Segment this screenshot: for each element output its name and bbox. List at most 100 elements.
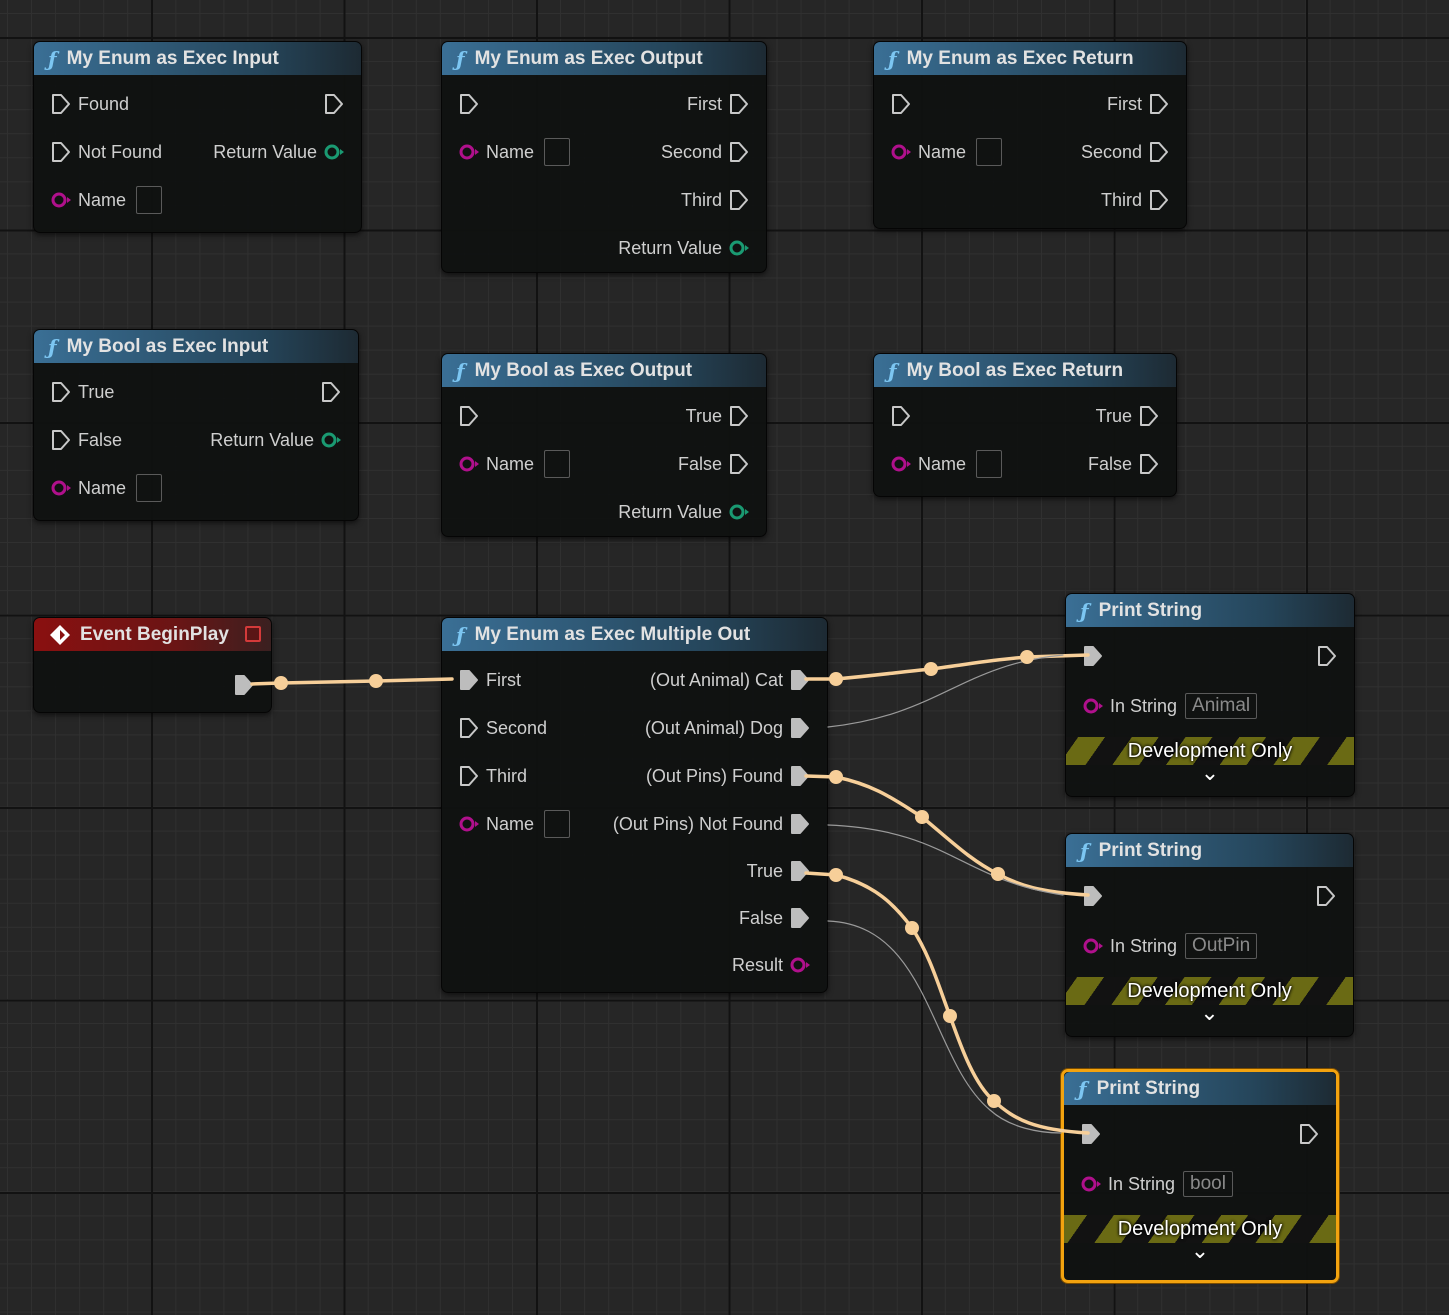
- expand-chevron-icon[interactable]: ⌄: [1190, 1238, 1210, 1263]
- wire-dog-to-print1[interactable]: [827, 654, 1064, 728]
- name-input-box[interactable]: [976, 138, 1003, 166]
- wire-knot[interactable]: [274, 676, 288, 690]
- node-print-string[interactable]: ƒ Print String In String OutPin Development …: [1065, 833, 1354, 1037]
- exec-in-pin-icon[interactable]: [50, 381, 72, 403]
- wire-beginplay-to-first[interactable]: [250, 677, 454, 686]
- exec-in-pin-icon[interactable]: [50, 93, 72, 115]
- node-my-enum-as-exec-input[interactable]: ƒ My Enum as Exec Input Found Not Found Retu…: [33, 41, 362, 233]
- exec-out-pin-icon[interactable]: [1315, 885, 1337, 907]
- node-header[interactable]: ƒ Print String: [1066, 594, 1354, 627]
- wire-knot[interactable]: [943, 1009, 957, 1023]
- name-input-box[interactable]: [976, 450, 1003, 478]
- string-pin-icon[interactable]: [458, 813, 480, 835]
- expand-chevron-icon[interactable]: ⌄: [1200, 1000, 1219, 1025]
- node-header[interactable]: ƒ Print String: [1066, 834, 1353, 867]
- wire-knot[interactable]: [829, 770, 843, 784]
- delegate-pin-icon[interactable]: [245, 626, 261, 642]
- string-pin-icon[interactable]: [458, 453, 480, 475]
- node-my-bool-as-exec-output[interactable]: ƒ My Bool as Exec Output True Name False Retu…: [441, 353, 767, 537]
- exec-out-pin-icon[interactable]: [728, 141, 750, 163]
- name-input-box[interactable]: [544, 810, 571, 838]
- wire-cat-to-print1[interactable]: [804, 653, 1090, 681]
- exec-out-pin-icon[interactable]: [1148, 93, 1170, 115]
- exec-filled-pin-icon[interactable]: [789, 765, 811, 787]
- exec-out-pin-icon[interactable]: [728, 405, 750, 427]
- exec-out-pin-icon[interactable]: [1316, 645, 1338, 667]
- exec-filled-pin-icon[interactable]: [789, 813, 811, 835]
- exec-out-pin-icon[interactable]: [320, 381, 342, 403]
- name-input-box[interactable]: [544, 450, 571, 478]
- wire-knot[interactable]: [991, 867, 1005, 881]
- in-string-input[interactable]: OutPin: [1185, 933, 1258, 959]
- exec-in-pin-icon[interactable]: [890, 93, 912, 115]
- string-pin-icon[interactable]: [458, 141, 480, 163]
- node-print-string[interactable]: ƒ Print String In String bool Development On…: [1061, 1069, 1339, 1283]
- node-header[interactable]: ƒ My Bool as Exec Output: [442, 354, 766, 387]
- exec-filled-pin-icon[interactable]: [1082, 645, 1104, 667]
- wire-notfound-to-print2[interactable]: [827, 824, 1064, 896]
- exec-in-pin-icon[interactable]: [458, 717, 480, 739]
- exec-filled-pin-icon[interactable]: [789, 860, 811, 882]
- exec-out-pin-icon[interactable]: [1148, 189, 1170, 211]
- wire-knot[interactable]: [915, 810, 929, 824]
- node-header[interactable]: ƒ My Enum as Exec Input: [34, 42, 361, 75]
- in-string-input[interactable]: bool: [1183, 1171, 1233, 1197]
- exec-in-pin-icon[interactable]: [890, 405, 912, 427]
- exec-in-pin-icon[interactable]: [50, 141, 72, 163]
- exec-out-pin-icon[interactable]: [1138, 453, 1160, 475]
- node-header[interactable]: ƒ My Bool as Exec Input: [34, 330, 358, 363]
- name-input-box[interactable]: [136, 474, 163, 502]
- node-event-beginplay[interactable]: Event BeginPlay: [33, 617, 272, 713]
- exec-filled-pin-icon[interactable]: [789, 907, 811, 929]
- wire-knot[interactable]: [905, 921, 919, 935]
- string-pin-icon[interactable]: [1080, 1173, 1102, 1195]
- wire-knot[interactable]: [829, 672, 843, 686]
- exec-in-pin-icon[interactable]: [458, 765, 480, 787]
- wire-knot[interactable]: [1020, 650, 1034, 664]
- exec-filled-pin-icon[interactable]: [789, 717, 811, 739]
- string-pin-icon[interactable]: [50, 477, 72, 499]
- node-header[interactable]: ƒ Print String: [1064, 1072, 1336, 1105]
- exec-filled-pin-icon[interactable]: [1082, 885, 1104, 907]
- exec-out-pin-icon[interactable]: [1138, 405, 1160, 427]
- node-my-enum-as-exec-return[interactable]: ƒ My Enum as Exec Return First Name Second Th…: [873, 41, 1187, 229]
- name-input-box[interactable]: [544, 138, 571, 166]
- exec-out-pin-icon[interactable]: [1298, 1123, 1320, 1145]
- wire-knot[interactable]: [987, 1094, 1001, 1108]
- exec-in-pin-icon[interactable]: [50, 429, 72, 451]
- in-string-input[interactable]: Animal: [1185, 693, 1258, 719]
- expand-chevron-icon[interactable]: ⌄: [1200, 760, 1220, 785]
- exec-out-pin-icon[interactable]: [728, 453, 750, 475]
- wire-knot[interactable]: [369, 674, 383, 688]
- exec-filled-pin-icon[interactable]: [233, 674, 255, 696]
- node-my-enum-as-exec-output[interactable]: ƒ My Enum as Exec Output First Name Second Th…: [441, 41, 767, 273]
- string-pin-icon[interactable]: [50, 189, 72, 211]
- exec-in-pin-icon[interactable]: [458, 405, 480, 427]
- string-pin-icon[interactable]: [890, 141, 912, 163]
- node-header[interactable]: ƒ My Enum as Exec Output: [442, 42, 766, 75]
- string-pin-icon[interactable]: [1082, 695, 1104, 717]
- node-print-string[interactable]: ƒ Print String In String Animal Development …: [1065, 593, 1355, 797]
- exec-in-pin-icon[interactable]: [458, 93, 480, 115]
- node-my-bool-as-exec-return[interactable]: ƒ My Bool as Exec Return True Name False: [873, 353, 1177, 497]
- node-header[interactable]: ƒ My Enum as Exec Multiple Out: [442, 618, 827, 651]
- bool-pin-icon[interactable]: [320, 429, 342, 451]
- node-header[interactable]: ƒ My Bool as Exec Return: [874, 354, 1176, 387]
- exec-out-pin-icon[interactable]: [728, 189, 750, 211]
- node-header[interactable]: ƒ My Enum as Exec Return: [874, 42, 1186, 75]
- exec-filled-pin-icon[interactable]: [789, 669, 811, 691]
- wire-knot[interactable]: [829, 868, 843, 882]
- wire-knot[interactable]: [924, 662, 938, 676]
- wire-false-to-print3[interactable]: [827, 920, 1062, 1134]
- bool-pin-icon[interactable]: [728, 237, 750, 259]
- node-my-bool-as-exec-input[interactable]: ƒ My Bool as Exec Input True False Return Va…: [33, 329, 359, 521]
- node-my-enum-as-exec-multiple-out[interactable]: ƒ My Enum as Exec Multiple Out First (Out A…: [441, 617, 828, 993]
- string-pin-icon[interactable]: [1082, 935, 1104, 957]
- exec-out-pin-icon[interactable]: [1148, 141, 1170, 163]
- name-input-box[interactable]: [136, 186, 163, 214]
- exec-filled-pin-icon[interactable]: [1080, 1123, 1102, 1145]
- wire-found-to-print2[interactable]: [804, 774, 1090, 897]
- string-pin-icon[interactable]: [890, 453, 912, 475]
- exec-filled-pin-icon[interactable]: [458, 669, 480, 691]
- exec-out-pin-icon[interactable]: [728, 93, 750, 115]
